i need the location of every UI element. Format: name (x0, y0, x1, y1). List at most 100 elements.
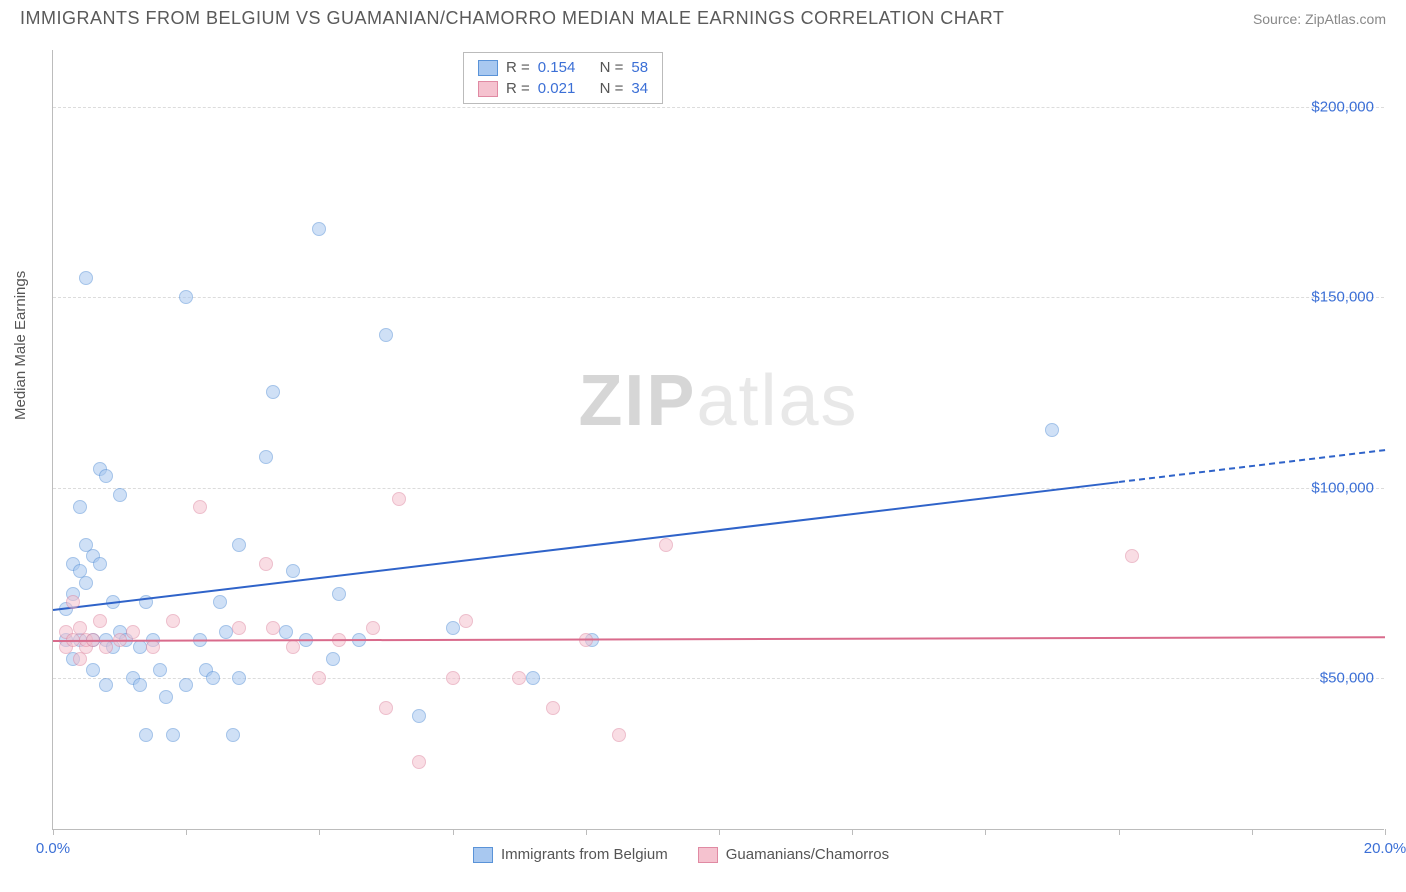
data-point (332, 587, 346, 601)
data-point (113, 488, 127, 502)
x-tick-label: 0.0% (36, 840, 70, 857)
legend-swatch-blue (478, 60, 498, 76)
data-point (259, 557, 273, 571)
data-point (266, 385, 280, 399)
x-tick (319, 829, 320, 835)
data-point (312, 222, 326, 236)
data-point (159, 690, 173, 704)
data-point (526, 671, 540, 685)
data-point (459, 614, 473, 628)
data-point (79, 271, 93, 285)
legend-item: Guamanians/Chamorros (698, 846, 889, 863)
x-tick (719, 829, 720, 835)
y-tick-label: $200,000 (1311, 99, 1374, 116)
data-point (232, 621, 246, 635)
data-point (213, 595, 227, 609)
r-label: R = (506, 59, 530, 76)
trend-line (53, 481, 1119, 611)
x-tick (1252, 829, 1253, 835)
data-point (99, 678, 113, 692)
data-point (193, 500, 207, 514)
data-point (86, 663, 100, 677)
data-point (659, 538, 673, 552)
watermark-left: ZIP (578, 361, 696, 441)
legend-swatch-pink (698, 847, 718, 863)
data-point (1125, 549, 1139, 563)
data-point (326, 652, 340, 666)
gridline (53, 297, 1384, 298)
r-value: 0.154 (538, 59, 576, 76)
data-point (232, 671, 246, 685)
x-tick (852, 829, 853, 835)
chart-title: IMMIGRANTS FROM BELGIUM VS GUAMANIAN/CHA… (20, 8, 1004, 29)
data-point (153, 663, 167, 677)
data-point (179, 678, 193, 692)
n-label: N = (600, 80, 624, 97)
data-point (259, 450, 273, 464)
y-tick-label: $50,000 (1320, 669, 1374, 686)
data-point (99, 640, 113, 654)
legend-label: Immigrants from Belgium (501, 846, 668, 863)
data-point (392, 492, 406, 506)
data-point (93, 557, 107, 571)
header: IMMIGRANTS FROM BELGIUM VS GUAMANIAN/CHA… (0, 0, 1406, 29)
data-point (546, 701, 560, 715)
legend-swatch-pink (478, 81, 498, 97)
data-point (126, 625, 140, 639)
data-point (512, 671, 526, 685)
data-point (206, 671, 220, 685)
x-tick (53, 829, 54, 835)
data-point (412, 755, 426, 769)
data-point (73, 500, 87, 514)
data-point (412, 709, 426, 723)
data-point (226, 728, 240, 742)
x-tick (985, 829, 986, 835)
data-point (266, 621, 280, 635)
x-tick (1385, 829, 1386, 835)
trend-line (53, 636, 1385, 642)
y-axis-label: Median Male Earnings (12, 271, 29, 420)
data-point (232, 538, 246, 552)
gridline (53, 107, 1384, 108)
data-point (366, 621, 380, 635)
x-tick (453, 829, 454, 835)
y-tick-label: $150,000 (1311, 289, 1374, 306)
legend-stats-row: R = 0.154 N = 58 (478, 57, 648, 78)
gridline (53, 488, 1384, 489)
source-label: Source: ZipAtlas.com (1253, 11, 1386, 27)
data-point (312, 671, 326, 685)
data-point (133, 678, 147, 692)
data-point (99, 469, 113, 483)
data-point (166, 728, 180, 742)
data-point (93, 614, 107, 628)
n-label: N = (600, 59, 624, 76)
data-point (379, 328, 393, 342)
data-point (286, 640, 300, 654)
data-point (612, 728, 626, 742)
watermark: ZIPatlas (578, 360, 858, 442)
data-point (286, 564, 300, 578)
data-point (446, 671, 460, 685)
x-tick (1119, 829, 1120, 835)
data-point (66, 595, 80, 609)
data-point (166, 614, 180, 628)
gridline (53, 678, 1384, 679)
data-point (379, 701, 393, 715)
legend-series: Immigrants from Belgium Guamanians/Chamo… (473, 846, 889, 863)
data-point (133, 640, 147, 654)
legend-label: Guamanians/Chamorros (726, 846, 889, 863)
chart-area: ZIPatlas R = 0.154 N = 58 R = 0.021 N = … (52, 50, 1384, 830)
data-point (139, 728, 153, 742)
data-point (179, 290, 193, 304)
data-point (146, 640, 160, 654)
legend-item: Immigrants from Belgium (473, 846, 668, 863)
legend-stats-row: R = 0.021 N = 34 (478, 78, 648, 99)
x-tick-label: 20.0% (1364, 840, 1406, 857)
r-value: 0.021 (538, 80, 576, 97)
x-tick (586, 829, 587, 835)
data-point (279, 625, 293, 639)
r-label: R = (506, 80, 530, 97)
n-value: 58 (631, 59, 648, 76)
legend-swatch-blue (473, 847, 493, 863)
data-point (219, 625, 233, 639)
